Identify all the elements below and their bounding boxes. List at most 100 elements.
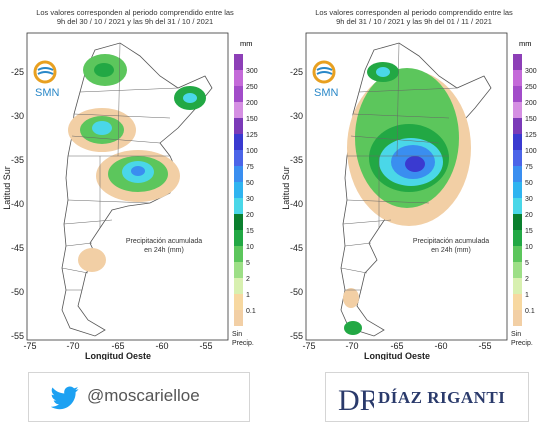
legend-label: 50 xyxy=(525,180,533,187)
legend-unit: mm xyxy=(240,39,253,48)
legend-swatch xyxy=(513,278,522,294)
legend-swatch xyxy=(234,182,243,198)
legend-label: 100 xyxy=(525,148,537,155)
precip-area xyxy=(405,156,425,172)
brand-name: DÍAZ RIGANTI xyxy=(378,388,506,407)
legend-swatch xyxy=(513,118,522,134)
dr-monogram-icon: DR xyxy=(338,384,374,416)
legend-nodata: Sin xyxy=(511,331,521,338)
x-tick: -60 xyxy=(155,341,168,351)
legend-nodata: Precip. xyxy=(511,340,533,347)
y-tick: -25 xyxy=(11,67,24,77)
legend-swatch xyxy=(513,246,522,262)
precipitation-map: SMN Precipitación acumulada en 24h (mm) … xyxy=(281,32,537,360)
y-tick: -40 xyxy=(290,199,303,209)
legend-label: 250 xyxy=(525,84,537,91)
legend-label: 15 xyxy=(246,228,254,235)
legend-label: 15 xyxy=(525,228,533,235)
y-tick: -55 xyxy=(11,331,24,341)
legend-label: 2 xyxy=(246,276,250,283)
y-tick: -35 xyxy=(290,155,303,165)
precip-area xyxy=(78,248,106,272)
legend-label: 1 xyxy=(525,292,529,299)
map-title: Los valores corresponden al periodo comp… xyxy=(20,8,250,26)
smn-logo: SMN xyxy=(33,60,60,99)
precip-area xyxy=(131,166,145,176)
legend-swatch xyxy=(234,54,243,70)
legend-label: 200 xyxy=(525,100,537,107)
legend-label: 20 xyxy=(525,212,533,219)
precip-area xyxy=(376,67,390,77)
legend-swatch xyxy=(513,262,522,278)
legend-swatch xyxy=(513,102,522,118)
legend-swatch xyxy=(234,294,243,310)
legend-swatch xyxy=(513,70,522,86)
legend-swatch xyxy=(513,214,522,230)
legend-swatch xyxy=(234,246,243,262)
legend-label: 150 xyxy=(525,116,537,123)
x-tick: -60 xyxy=(434,341,447,351)
legend-label: 150 xyxy=(246,116,258,123)
annotation-line-1: Precipitación acumulada xyxy=(126,238,202,245)
annotation-line-2: en 24h (mm) xyxy=(144,247,184,254)
legend-label: 0.1 xyxy=(246,308,256,315)
legend-label: 20 xyxy=(246,212,254,219)
legend-label: 200 xyxy=(246,100,258,107)
brand-badge[interactable]: DR DÍAZ RIGANTI xyxy=(325,372,529,422)
title-line-2: 9h del 30 / 10 / 2021 y las 9h del 31 / … xyxy=(56,17,214,26)
smn-logo-text: SMN xyxy=(35,87,60,99)
y-tick: -45 xyxy=(290,243,303,253)
y-tick: -30 xyxy=(11,111,24,121)
precip-area xyxy=(183,93,197,103)
x-axis: -75 -70 -65 -60 -55 xyxy=(23,341,212,351)
legend-swatch xyxy=(234,86,243,102)
y-tick: -35 xyxy=(11,155,24,165)
map-panel-right: Los valores corresponden al periodo comp… xyxy=(279,0,558,360)
x-tick: -70 xyxy=(66,341,79,351)
legend-unit: mm xyxy=(519,39,532,48)
legend-label: 75 xyxy=(246,164,254,171)
legend-swatch xyxy=(513,294,522,310)
annotation-line-2: en 24h (mm) xyxy=(431,247,471,254)
color-legend: mm 300 250 200 150 125 100 75 50 30 20 15 10 5 2 1 0.1 Si… xyxy=(511,39,537,347)
legend-swatch xyxy=(234,166,243,182)
x-tick: -75 xyxy=(302,341,315,351)
legend-swatch xyxy=(234,230,243,246)
map-title: Los valores corresponden al periodo comp… xyxy=(299,8,529,26)
y-tick: -30 xyxy=(290,111,303,121)
legend-swatch xyxy=(513,166,522,182)
legend-label: 300 xyxy=(246,68,258,75)
title-line-1: Los valores corresponden al periodo comp… xyxy=(315,8,513,17)
precip-layer-left xyxy=(68,54,206,272)
x-tick: -55 xyxy=(199,341,212,351)
x-axis-label: Longitud Oeste xyxy=(85,351,151,360)
precip-area xyxy=(344,321,362,335)
legend-swatch xyxy=(513,198,522,214)
legend-label: 30 xyxy=(525,196,533,203)
legend-label: 10 xyxy=(246,244,254,251)
legend-nodata: Sin xyxy=(232,331,242,338)
x-tick: -55 xyxy=(478,341,491,351)
legend-swatch xyxy=(234,70,243,86)
legend-swatch xyxy=(234,118,243,134)
annotation-line-1: Precipitación acumulada xyxy=(413,238,489,245)
legend-label: 250 xyxy=(246,84,258,91)
smn-logo: SMN xyxy=(312,60,339,99)
y-axis-label: Latitud Sur xyxy=(281,166,291,210)
dr-monogram: DR xyxy=(338,384,374,416)
legend-swatch xyxy=(234,102,243,118)
legend-swatch xyxy=(513,150,522,166)
y-tick: -45 xyxy=(11,243,24,253)
title-line-2: 9h del 31 / 10 / 2021 y las 9h del 01 / … xyxy=(336,17,492,26)
twitter-bird-icon xyxy=(51,386,79,410)
legend-swatch xyxy=(234,262,243,278)
legend-swatch xyxy=(234,134,243,150)
color-legend: mm 300 250 200 150 125 100 75 50 30 20 15 10 5 2 1 0.1 Si… xyxy=(232,39,258,347)
legend-swatch xyxy=(513,134,522,150)
legend-label: 30 xyxy=(246,196,254,203)
twitter-handle[interactable]: @moscarielloe xyxy=(87,386,200,405)
twitter-badge[interactable]: @moscarielloe xyxy=(28,372,250,422)
legend-swatch xyxy=(234,278,243,294)
province-borders xyxy=(61,42,179,291)
legend-label: 10 xyxy=(525,244,533,251)
